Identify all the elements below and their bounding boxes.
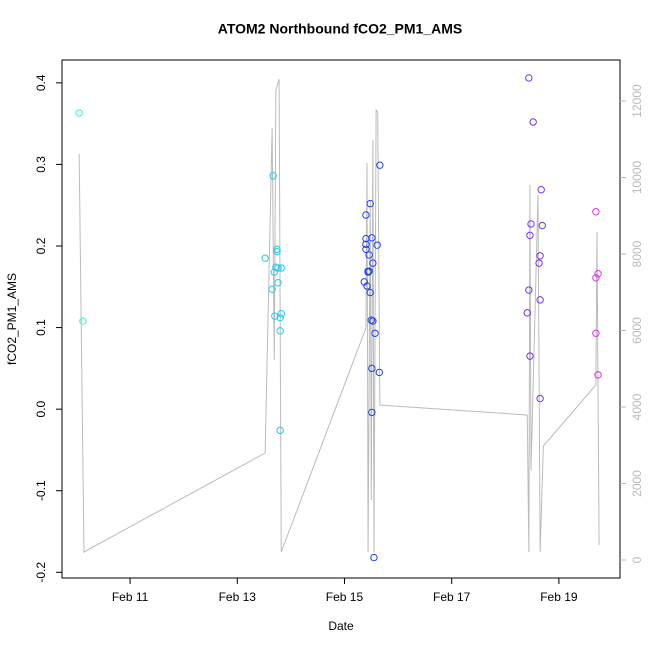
y2-tick-label: 2000 — [630, 470, 644, 497]
data-point — [363, 282, 371, 290]
data-point — [277, 264, 285, 272]
data-point — [537, 186, 545, 194]
data-point — [368, 408, 376, 417]
data-point — [75, 109, 83, 117]
data-point — [366, 199, 374, 208]
data-point — [268, 285, 276, 293]
data-point — [276, 314, 284, 322]
data-point — [365, 251, 373, 259]
y2-tick-label: 10000 — [630, 160, 644, 194]
x-tick-label: Feb 11 — [112, 590, 149, 604]
data-point — [536, 296, 544, 304]
data-point — [373, 241, 381, 249]
data-point — [594, 270, 602, 278]
data-point — [271, 312, 279, 320]
data-point — [538, 221, 546, 230]
data-point — [526, 231, 534, 240]
data-point — [362, 240, 370, 249]
data-point — [523, 309, 531, 317]
data-point — [535, 259, 543, 267]
data-point — [274, 264, 282, 272]
y-tick-label: -0.1 — [34, 480, 48, 501]
data-point — [369, 317, 377, 325]
data-point — [365, 267, 373, 275]
x-axis-label: Date — [328, 619, 354, 633]
data-point — [79, 317, 87, 325]
x-tick-label: Feb 15 — [326, 590, 364, 604]
data-point — [527, 220, 535, 228]
data-point — [536, 394, 544, 403]
data-point — [370, 553, 378, 562]
data-point — [536, 252, 544, 260]
data-point — [594, 371, 602, 379]
data-point — [368, 364, 376, 373]
data-point — [369, 259, 377, 267]
y2-tick-label: 4000 — [630, 393, 644, 420]
data-point — [276, 327, 284, 335]
data-point — [526, 352, 534, 360]
plot-frame — [61, 59, 621, 579]
data-point — [368, 234, 376, 242]
y-axis-label: fCO2_PM1_AMS — [5, 273, 19, 365]
y2-tick-label: 6000 — [630, 317, 644, 344]
y-tick-label: 0.0 — [34, 400, 48, 417]
data-point — [592, 274, 600, 282]
y-tick-label: 0.2 — [34, 237, 48, 254]
data-point — [525, 74, 533, 82]
data-point — [273, 248, 281, 256]
data-point — [261, 254, 269, 262]
data-point — [525, 286, 533, 294]
data-point — [276, 426, 284, 435]
data-point — [270, 268, 278, 276]
y2-tick-label: 8000 — [630, 240, 644, 267]
data-point — [277, 309, 285, 318]
data-point — [362, 211, 370, 219]
data-point — [375, 368, 384, 377]
data-point — [376, 161, 384, 169]
data-line — [78, 78, 600, 553]
chart-title: ATOM2 Northbound fCO2_PM1_AMS — [218, 21, 463, 37]
y2-tick-label: 0 — [630, 556, 644, 563]
data-point — [274, 278, 282, 287]
y-tick-label: 0.1 — [34, 319, 48, 336]
data-point — [592, 208, 600, 216]
data-point — [269, 172, 277, 180]
data-point — [371, 329, 379, 337]
x-tick-label: Feb 17 — [433, 590, 471, 604]
x-tick-label: Feb 19 — [540, 590, 578, 604]
data-point — [592, 329, 600, 337]
data-point — [273, 245, 281, 253]
y-tick-label: 0.3 — [34, 156, 48, 173]
x-tick-label: Feb 13 — [219, 590, 257, 604]
data-point — [362, 245, 370, 253]
y-tick-label: -0.2 — [34, 562, 48, 583]
data-point — [366, 288, 374, 297]
y-tick-label: 0.4 — [34, 74, 48, 91]
y2-tick-label: 12000 — [630, 84, 644, 118]
data-point — [529, 118, 537, 126]
